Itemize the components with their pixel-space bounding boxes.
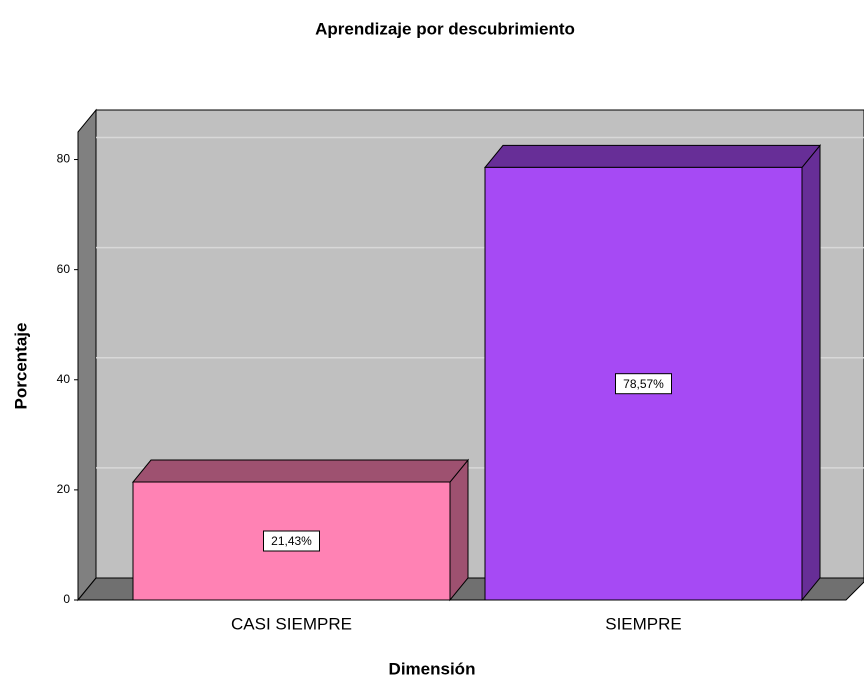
y-tick-label: 40 — [57, 372, 71, 386]
x-tick-label: CASI SIEMPRE — [231, 614, 352, 633]
bar-top — [483, 144, 822, 168]
chart-title: Aprendizaje por descubrimiento — [315, 19, 575, 38]
value-label: 21,43% — [271, 534, 312, 548]
bar-side — [449, 458, 469, 602]
y-tick-label: 0 — [63, 592, 70, 606]
value-label-box — [263, 530, 320, 552]
y-tick-label: 60 — [57, 262, 71, 276]
bar-side — [801, 144, 821, 602]
side-wall — [77, 108, 97, 602]
value-label: 78,57% — [623, 377, 664, 391]
y-tick-label: 20 — [57, 482, 71, 496]
y-axis-title: Porcentaje — [11, 323, 30, 410]
x-axis-title: Dimensión — [389, 659, 476, 678]
value-label-box — [615, 373, 672, 395]
y-tick-label: 80 — [57, 152, 71, 166]
bar-top — [131, 459, 470, 483]
x-tick-label: SIEMPRE — [605, 614, 682, 633]
